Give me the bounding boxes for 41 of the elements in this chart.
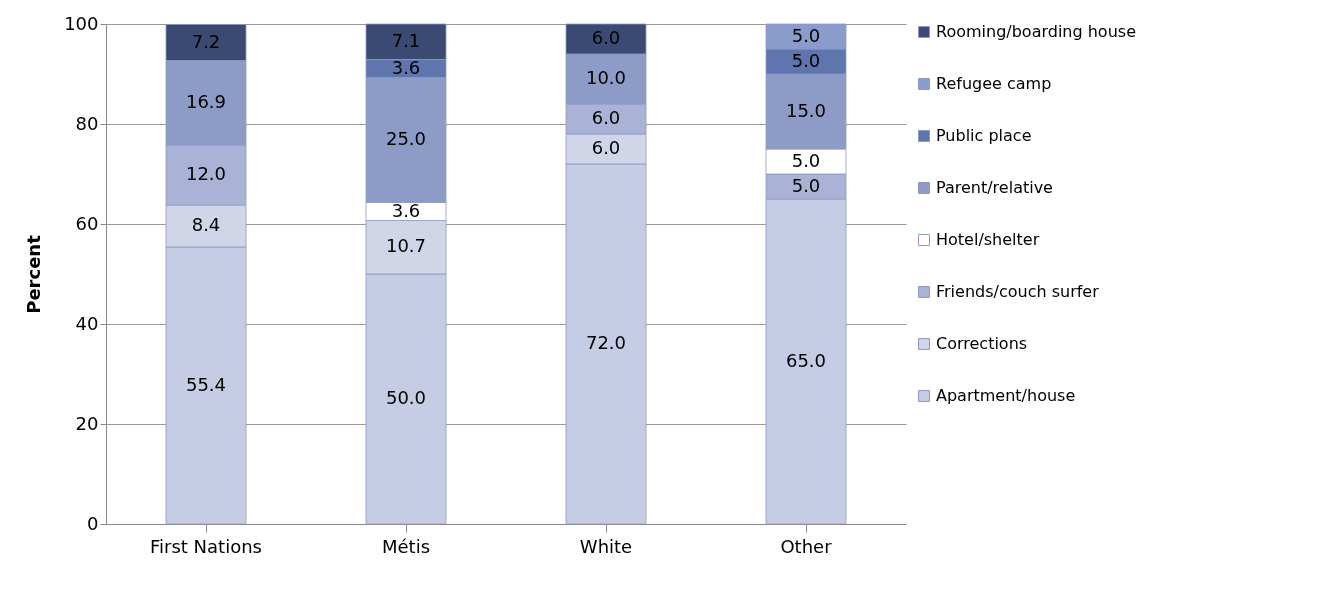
- legend-label: Parent/relative: [936, 178, 1053, 197]
- legend-label: Apartment/house: [936, 386, 1076, 405]
- y-tick-label: 40: [75, 312, 99, 334]
- x-tick-label: Other: [780, 535, 833, 557]
- data-label: 16.9: [185, 90, 227, 112]
- data-label: 5.0: [791, 49, 821, 71]
- y-tick-label: 60: [75, 212, 99, 234]
- data-label: 50.0: [385, 387, 427, 408]
- data-label: 6.0: [591, 107, 621, 128]
- data-label: 55.4: [185, 373, 227, 395]
- data-label: 8.4: [191, 214, 221, 235]
- data-label: 5.0: [791, 24, 821, 46]
- x-tick-label: Métis: [381, 535, 431, 557]
- data-label: 12.0: [185, 163, 227, 184]
- legend-label: Friends/couch surfer: [936, 282, 1100, 301]
- data-label: 10.7: [385, 235, 427, 257]
- y-axis-title: Percent: [23, 234, 45, 314]
- data-label: 5.0: [791, 149, 821, 171]
- data-label: 72.0: [585, 332, 627, 353]
- y-tick-label: 100: [64, 12, 99, 34]
- data-label: 6.0: [591, 27, 621, 48]
- legend-label: Corrections: [936, 334, 1028, 353]
- data-label: 3.6: [391, 56, 421, 78]
- data-label: 15.0: [785, 99, 827, 121]
- data-label: 6.0: [591, 137, 621, 158]
- data-label: 10.0: [585, 67, 627, 88]
- data-label: 5.0: [791, 174, 821, 196]
- data-label: 3.6: [391, 199, 421, 221]
- y-tick-label: 20: [75, 412, 99, 434]
- y-tick-label: 0: [87, 512, 99, 534]
- data-label: 25.0: [385, 128, 427, 149]
- x-tick-label: White: [579, 535, 633, 557]
- y-tick-label: 80: [75, 112, 99, 134]
- data-label: 65.0: [785, 349, 827, 371]
- data-label: 7.2: [191, 30, 221, 52]
- data-label: 7.1: [391, 29, 421, 51]
- legend-label: Public place: [936, 126, 1032, 145]
- legend-label: Hotel/shelter: [936, 230, 1040, 249]
- legend-label: Refugee camp: [936, 74, 1052, 93]
- legend-label: Rooming/boarding house: [936, 22, 1136, 41]
- x-tick-label: First Nations: [150, 535, 262, 557]
